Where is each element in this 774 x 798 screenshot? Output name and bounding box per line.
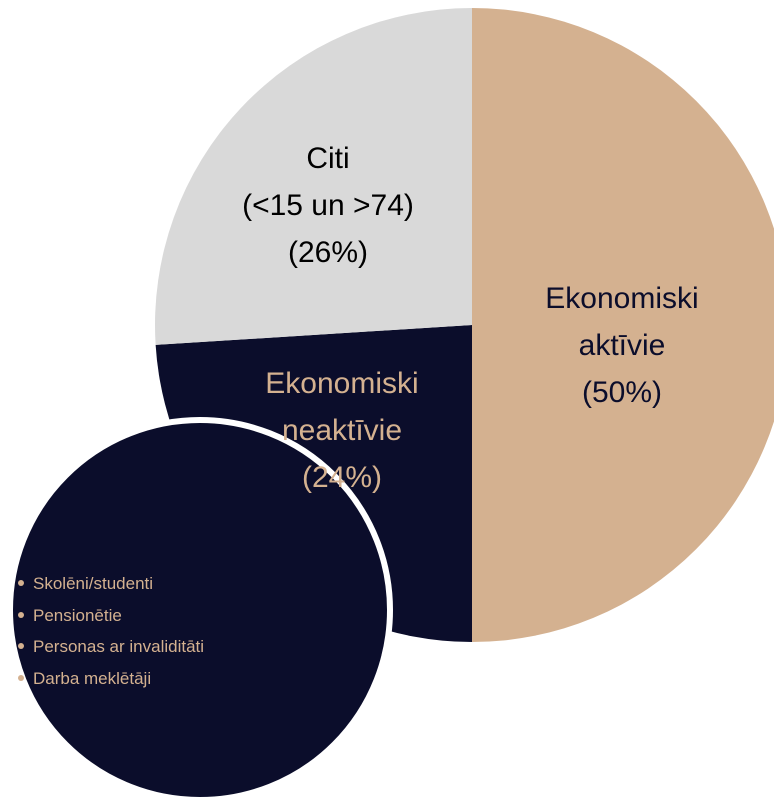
annotation: (<15 un >74) <box>242 189 414 222</box>
bullet-item: Personas ar invaliditāti <box>18 631 338 663</box>
category-label: Ekonomiski neaktīvie <box>265 367 419 447</box>
bullet-dot <box>18 611 24 618</box>
detail-circle <box>7 417 393 798</box>
category-label: Ekonomiski aktīvie <box>545 282 699 362</box>
bullet-item: Darba meklētāji <box>18 663 338 695</box>
slice-label: Ekonomiski aktīvie (50%) <box>522 275 722 416</box>
bullet-list: Skolēni/studenti Pensionētie Personas ar i… <box>18 568 338 694</box>
pie-slice <box>472 8 774 642</box>
bullet-item: Skolēni/studenti <box>18 568 338 600</box>
bullet-dot <box>18 674 24 681</box>
label-box: Citi (<15 un >74) (26%) <box>208 135 448 276</box>
bullet-text: Personas ar invaliditāti <box>33 637 205 656</box>
bullet-text: Darba meklētāji <box>33 668 152 688</box>
pie-slice <box>155 8 472 345</box>
label-box: Ekonomiski neaktīvie (24%) <box>232 360 452 501</box>
bullet-dot <box>18 643 24 650</box>
slice-label: Ekonomiski neaktīvie (24%) <box>232 360 452 501</box>
bullet-dot <box>18 580 24 587</box>
value-label: (50%) <box>581 376 663 409</box>
value-label: (24%) <box>301 461 383 494</box>
bullets: Skolēni/studenti Pensionētie Personas ar i… <box>18 568 338 694</box>
label-box: Ekonomiski aktīvie (50%) <box>522 275 722 416</box>
bullet-text: Skolēni/studenti <box>33 574 154 593</box>
bullet-text: Pensionētie <box>33 605 122 625</box>
bullet-item: Pensionētie <box>18 600 338 632</box>
category-label: Citi <box>306 142 350 175</box>
value-label: (26%) <box>287 236 369 269</box>
slice-label: Citi (<15 un >74) (26%) <box>208 135 448 276</box>
